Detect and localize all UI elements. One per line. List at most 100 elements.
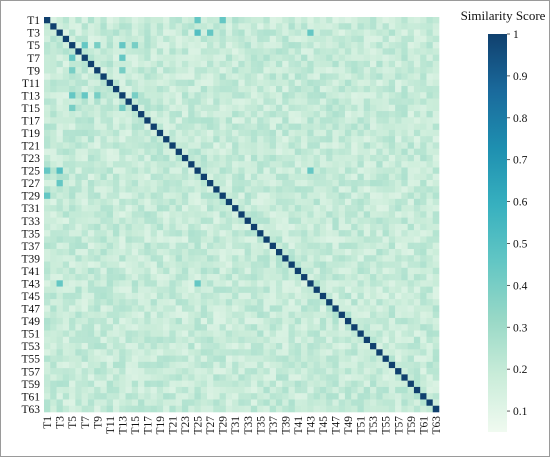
heatmap-cell xyxy=(62,17,70,24)
heatmap-cell xyxy=(238,117,245,124)
heatmap-cell xyxy=(407,48,415,55)
heatmap-cell xyxy=(131,67,139,74)
heatmap-cell xyxy=(163,261,170,269)
heatmap-cell xyxy=(426,167,434,175)
heatmap-cell xyxy=(382,393,390,400)
heatmap-cell xyxy=(200,236,208,244)
heatmap-cell xyxy=(282,399,289,407)
heatmap-cell xyxy=(250,211,258,218)
heatmap-cell xyxy=(432,361,440,369)
heatmap-cell xyxy=(319,198,327,206)
heatmap-cell xyxy=(112,104,120,112)
heatmap-cell xyxy=(413,29,421,37)
heatmap-cell xyxy=(294,180,302,187)
heatmap-cell xyxy=(62,35,70,43)
heatmap-cell xyxy=(307,399,314,407)
heatmap-cell xyxy=(420,223,427,231)
heatmap-cell xyxy=(232,361,239,369)
heatmap-cell xyxy=(301,186,308,193)
heatmap-cell xyxy=(288,274,296,281)
heatmap-cell xyxy=(257,299,264,306)
heatmap-cell xyxy=(225,142,233,149)
heatmap-cell xyxy=(200,255,208,262)
heatmap-cell xyxy=(307,142,314,149)
heatmap-cell xyxy=(282,248,289,256)
heatmap-cell xyxy=(326,104,333,112)
heatmap-cell xyxy=(169,330,176,338)
heatmap-cell xyxy=(225,230,233,237)
heatmap-cell xyxy=(119,79,126,87)
heatmap-cell xyxy=(125,355,133,363)
heatmap-cell xyxy=(131,123,139,131)
heatmap-cell xyxy=(87,180,95,187)
heatmap-cell xyxy=(62,330,70,338)
heatmap-cell xyxy=(420,148,427,156)
heatmap-cell xyxy=(432,198,440,206)
heatmap-cell xyxy=(112,60,120,68)
heatmap-cell xyxy=(194,148,202,156)
heatmap-cell xyxy=(401,60,408,68)
heatmap-cell xyxy=(338,111,346,118)
heatmap-cell xyxy=(244,23,252,30)
heatmap-cell xyxy=(44,223,51,231)
heatmap-cell xyxy=(244,211,252,218)
heatmap-cell xyxy=(194,386,202,394)
heatmap-cell xyxy=(169,186,176,193)
heatmap-cell xyxy=(100,292,107,300)
heatmap-cell xyxy=(150,98,158,106)
heatmap-cell xyxy=(238,161,245,168)
heatmap-cell xyxy=(207,173,214,181)
heatmap-cell xyxy=(401,67,408,74)
heatmap-cell xyxy=(94,330,101,338)
heatmap-cell xyxy=(426,54,434,62)
heatmap-cell xyxy=(175,242,183,250)
heatmap-cell xyxy=(426,299,434,306)
heatmap-cell xyxy=(319,180,327,187)
heatmap-cell xyxy=(432,242,440,250)
heatmap-cell xyxy=(357,117,365,124)
heatmap-cell xyxy=(225,136,233,143)
heatmap-cell xyxy=(175,380,183,388)
heatmap-cell xyxy=(62,73,70,80)
heatmap-cell xyxy=(69,35,76,43)
heatmap-cell xyxy=(100,148,107,156)
heatmap-cell xyxy=(407,286,415,294)
heatmap-cell xyxy=(69,261,76,269)
heatmap-cell xyxy=(401,186,408,193)
heatmap-cell xyxy=(181,361,189,369)
heatmap-cell xyxy=(232,48,239,55)
heatmap-cell xyxy=(301,136,308,143)
heatmap-cell xyxy=(344,405,352,413)
heatmap-cell xyxy=(169,67,176,74)
heatmap-cell xyxy=(413,286,421,294)
heatmap-cell xyxy=(238,248,245,256)
heatmap-cell xyxy=(263,98,271,106)
heatmap-cell xyxy=(94,386,101,394)
heatmap-cell xyxy=(175,399,183,407)
heatmap-cell xyxy=(207,223,214,231)
heatmap-cell xyxy=(75,211,82,218)
heatmap-cell xyxy=(56,267,64,275)
heatmap-cell xyxy=(344,236,352,244)
heatmap-cell xyxy=(200,180,208,187)
heatmap-cell xyxy=(188,405,195,413)
column-tick-label: T51 xyxy=(356,416,368,435)
heatmap-cell xyxy=(150,255,158,262)
heatmap-cell xyxy=(275,393,283,400)
heatmap-cell xyxy=(75,35,82,43)
heatmap-cell xyxy=(250,248,258,256)
heatmap-cell xyxy=(401,48,408,55)
heatmap-cell xyxy=(338,368,346,375)
heatmap-cell xyxy=(106,311,114,319)
heatmap-cell xyxy=(144,198,151,206)
heatmap-cell xyxy=(87,355,95,363)
heatmap-cell xyxy=(175,92,183,99)
heatmap-cell xyxy=(69,192,76,200)
heatmap-cell xyxy=(150,230,158,237)
heatmap-cell xyxy=(288,393,296,400)
heatmap-cell xyxy=(100,349,107,356)
heatmap-cell xyxy=(363,79,371,87)
heatmap-cell xyxy=(351,223,358,231)
heatmap-cell xyxy=(313,205,321,212)
heatmap-cell xyxy=(62,211,70,218)
